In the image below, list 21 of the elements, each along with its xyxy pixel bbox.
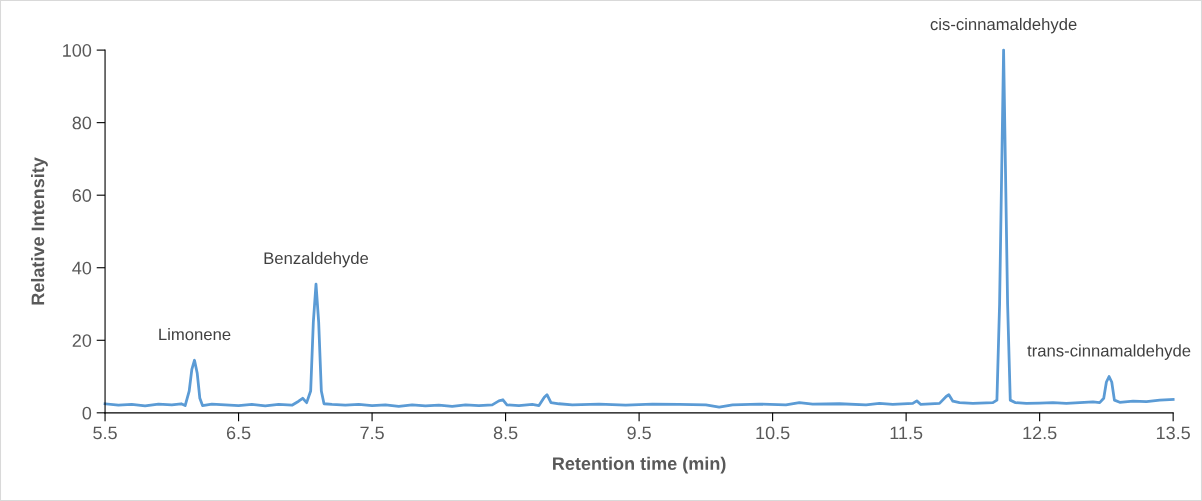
y-tick-label: 80 [72, 116, 92, 130]
x-tick-label: 11.5 [890, 426, 923, 440]
y-tick-label: 40 [72, 261, 92, 275]
y-tick-label: 100 [63, 44, 92, 57]
x-tick-label: 13.5 [1156, 426, 1190, 440]
annotation: Limonene [159, 328, 231, 341]
x-tick-label: 7.5 [360, 426, 384, 440]
x-axis-title: Retention time (min) [553, 456, 726, 474]
x-tick-label: 6.5 [226, 426, 251, 440]
y-tick-label: 60 [72, 189, 92, 202]
x-tick-label: 9.5 [627, 426, 651, 440]
annotation: trans-cinnamaldehyde [1027, 344, 1191, 360]
x-tick-label: 10.5 [756, 426, 790, 440]
y-axis-title: Relative Intensity [31, 157, 48, 305]
x-tick-label: 8.5 [493, 426, 518, 440]
x-tick-label: 5.5 [93, 426, 117, 440]
x-tick-label: 12.5 [1023, 426, 1057, 440]
y-tick-label: 20 [72, 334, 92, 347]
y-tick-label: 0 [82, 406, 92, 420]
annotation: cis-cinnamaldehyde [930, 17, 1077, 34]
annotation: Benzaldehyde [264, 251, 369, 268]
